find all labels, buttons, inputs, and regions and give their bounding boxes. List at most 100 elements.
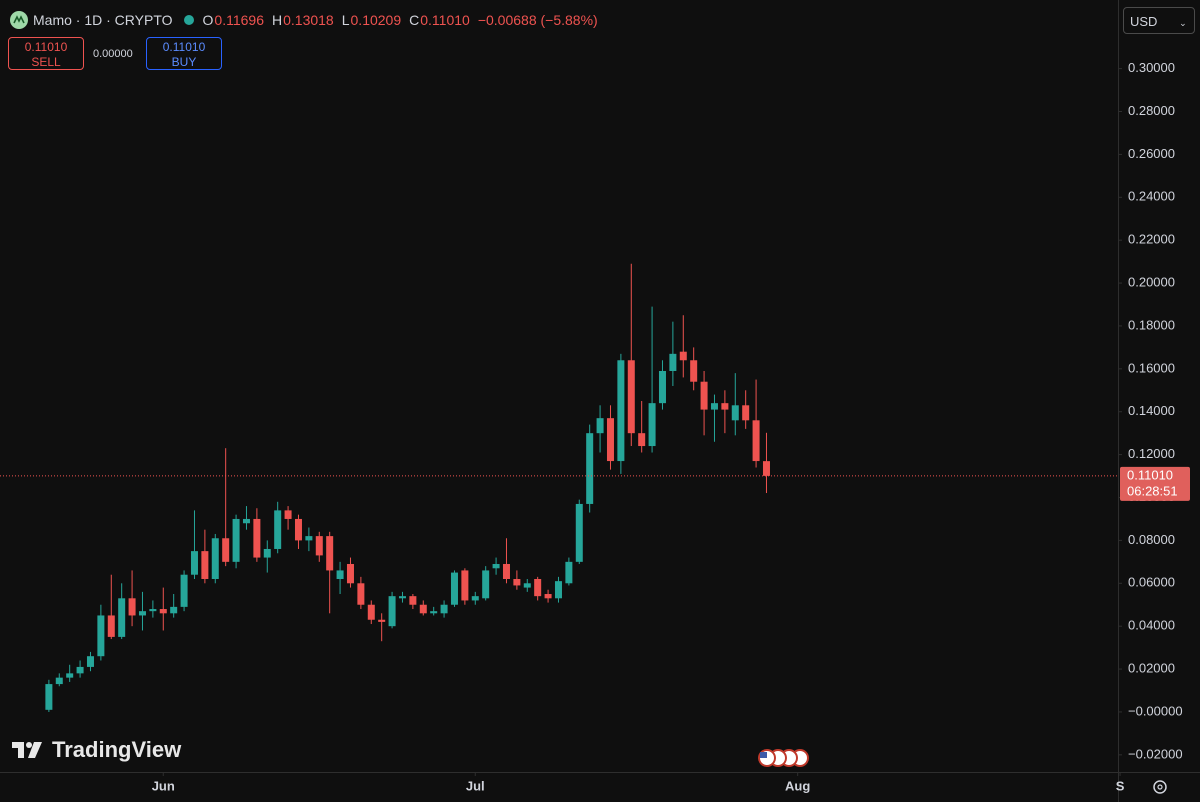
y-tick-label: 0.18000	[1128, 317, 1175, 332]
candle-body	[752, 420, 760, 462]
candle-body	[658, 370, 666, 404]
y-tick-label: −0.00000	[1128, 703, 1183, 718]
candle-body	[138, 611, 146, 616]
x-tick-label: Aug	[785, 778, 810, 793]
h-label: H	[271, 12, 283, 28]
sell-price: 0.11010	[24, 40, 68, 54]
buy-button[interactable]: 0.11010 BUY	[146, 37, 222, 70]
candle-body	[76, 666, 84, 674]
candle-body	[263, 548, 271, 558]
y-tick-label: 0.14000	[1128, 403, 1175, 418]
brand-name: TradingView	[52, 737, 182, 762]
candle-body	[596, 418, 604, 434]
last-price-tag	[1120, 466, 1190, 501]
candle-body	[253, 518, 261, 558]
x-tick-label: S	[1116, 778, 1125, 793]
brand: TradingView	[12, 736, 181, 764]
c-label: C	[409, 12, 420, 28]
candle-body	[388, 596, 396, 627]
candle-body	[378, 619, 386, 622]
candle-body	[398, 596, 406, 599]
candle-body	[544, 594, 552, 599]
y-tick-label: 0.20000	[1128, 275, 1175, 290]
y-tick-label: 0.06000	[1128, 575, 1175, 590]
candle-body	[97, 615, 105, 657]
candle-body	[180, 574, 188, 607]
candle-body	[586, 433, 594, 504]
candle-body	[627, 360, 635, 434]
x-tick-label: Jul	[466, 778, 485, 793]
candle-body	[409, 596, 417, 605]
candle-body	[346, 563, 354, 584]
candle-body	[762, 461, 770, 476]
settings-icon[interactable]	[1153, 780, 1167, 794]
candle-body	[669, 353, 677, 371]
buy-price: 0.11010	[162, 40, 206, 54]
flags	[758, 749, 809, 767]
countdown-label: 06:28:51	[1127, 483, 1178, 498]
candle-body	[86, 656, 94, 667]
candle-body	[242, 518, 250, 524]
y-tick-label: 0.02000	[1128, 661, 1175, 676]
status-dot	[183, 15, 194, 25]
candle-body	[450, 572, 458, 605]
candle-body	[700, 381, 708, 410]
candle-body	[440, 604, 448, 614]
open-value: 0.11696	[214, 12, 264, 28]
candle-body	[617, 360, 625, 462]
candle-body	[638, 433, 646, 447]
candle-body	[305, 536, 313, 541]
candle-body	[534, 579, 542, 597]
candle-body	[222, 538, 230, 562]
y-tick-label: 0.30000	[1128, 60, 1175, 75]
candle-body	[565, 561, 573, 584]
candle-body	[149, 609, 157, 612]
legend: Mamo · 1D · CRYPTO O 0.11696 H 0.13018 L 0.…	[10, 10, 606, 30]
y-tick-label: 0.28000	[1128, 103, 1175, 118]
candle-body	[731, 405, 739, 421]
sell-label: SELL	[31, 55, 61, 69]
candle-body	[170, 606, 178, 614]
currency-button[interactable]: USD ⌄	[1123, 7, 1195, 34]
candle-body	[721, 403, 729, 410]
candle-body	[679, 351, 687, 361]
candle-body	[66, 673, 74, 678]
candle-body	[45, 684, 53, 710]
candle-body	[513, 579, 521, 586]
logo	[10, 11, 28, 29]
candle-body	[128, 598, 136, 616]
candle-body	[211, 538, 219, 579]
candle-body	[190, 551, 198, 575]
candle-body	[606, 418, 614, 462]
candle-body	[284, 510, 292, 519]
candle-body	[367, 604, 375, 620]
candle-body	[294, 518, 302, 541]
candle-body	[523, 583, 531, 588]
candle-body	[201, 551, 209, 579]
candle-body	[648, 403, 656, 447]
y-tick-label: 0.26000	[1128, 146, 1175, 161]
candle-body	[118, 598, 126, 637]
candle-body	[315, 536, 323, 556]
brand-logo	[12, 742, 42, 758]
candle-body	[55, 677, 63, 685]
candle-body	[336, 570, 344, 579]
y-tick-label: −0.02000	[1128, 746, 1183, 761]
candle-body	[274, 510, 282, 549]
sell-button[interactable]: 0.11010 SELL	[8, 37, 84, 70]
last-price-label: 0.11010	[1127, 467, 1173, 482]
change-value: −0.00688 (−5.88%)	[477, 12, 598, 28]
candle-body	[419, 604, 427, 614]
low-value: 0.10209	[350, 12, 402, 28]
candle-body	[471, 596, 479, 601]
candle-body	[461, 570, 469, 601]
spread: 0.00000	[93, 48, 133, 60]
candle-body	[492, 563, 500, 569]
candle-body	[690, 360, 698, 382]
buy-label: BUY	[171, 55, 197, 69]
candle-body	[430, 611, 438, 614]
high-value: 0.13018	[283, 12, 334, 28]
candle-body	[502, 563, 510, 579]
l-label: L	[341, 12, 350, 28]
